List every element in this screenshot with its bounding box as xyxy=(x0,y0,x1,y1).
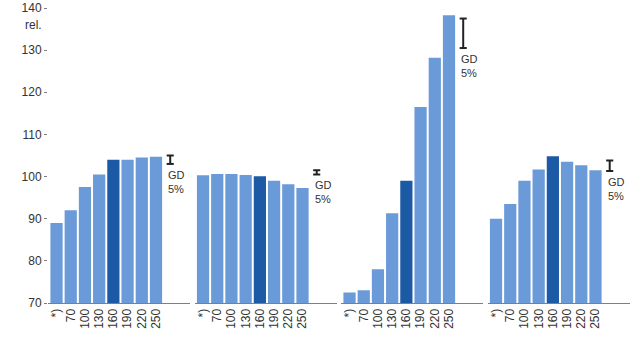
svg-text:130: 130 xyxy=(22,43,42,57)
svg-text:*): *) xyxy=(489,309,503,318)
svg-text:70: 70 xyxy=(28,296,42,310)
svg-text:80: 80 xyxy=(28,254,42,268)
svg-text:190: 190 xyxy=(267,308,281,328)
svg-text:160: 160 xyxy=(106,308,120,328)
svg-text:100: 100 xyxy=(22,170,42,184)
svg-text:GD5%: GD5% xyxy=(315,179,332,205)
svg-text:220: 220 xyxy=(135,308,149,328)
svg-text:130: 130 xyxy=(239,308,253,328)
svg-text:140: 140 xyxy=(22,1,42,15)
svg-text:160: 160 xyxy=(546,308,560,328)
svg-text:160: 160 xyxy=(253,308,267,328)
svg-text:90: 90 xyxy=(28,212,42,226)
svg-text:70: 70 xyxy=(357,308,371,322)
svg-text:110: 110 xyxy=(22,128,41,142)
svg-text:70: 70 xyxy=(503,308,517,322)
svg-text:70: 70 xyxy=(210,308,224,322)
svg-text:*): *) xyxy=(196,309,210,318)
svg-text:250: 250 xyxy=(295,308,309,328)
svg-text:250: 250 xyxy=(442,308,456,328)
svg-text:*): *) xyxy=(342,309,356,318)
svg-text:190: 190 xyxy=(413,308,427,328)
svg-text:250: 250 xyxy=(149,308,163,328)
svg-text:rel.: rel. xyxy=(25,18,42,32)
svg-text:220: 220 xyxy=(428,308,442,328)
svg-text:100: 100 xyxy=(517,308,531,328)
svg-text:130: 130 xyxy=(385,308,399,328)
svg-text:GD5%: GD5% xyxy=(168,169,185,195)
svg-text:GD5%: GD5% xyxy=(608,176,625,202)
svg-text:100: 100 xyxy=(371,308,385,328)
svg-text:GD5%: GD5% xyxy=(461,53,478,79)
svg-text:130: 130 xyxy=(92,308,106,328)
svg-text:70: 70 xyxy=(64,308,78,322)
svg-text:220: 220 xyxy=(574,308,588,328)
svg-text:130: 130 xyxy=(532,308,546,328)
svg-text:160: 160 xyxy=(399,308,413,328)
svg-text:190: 190 xyxy=(560,308,574,328)
svg-text:120: 120 xyxy=(22,85,42,99)
svg-text:100: 100 xyxy=(78,308,92,328)
svg-text:*): *) xyxy=(49,309,63,318)
svg-text:250: 250 xyxy=(588,308,602,328)
svg-text:100: 100 xyxy=(224,308,238,328)
svg-text:190: 190 xyxy=(120,308,134,328)
svg-text:220: 220 xyxy=(281,308,295,328)
